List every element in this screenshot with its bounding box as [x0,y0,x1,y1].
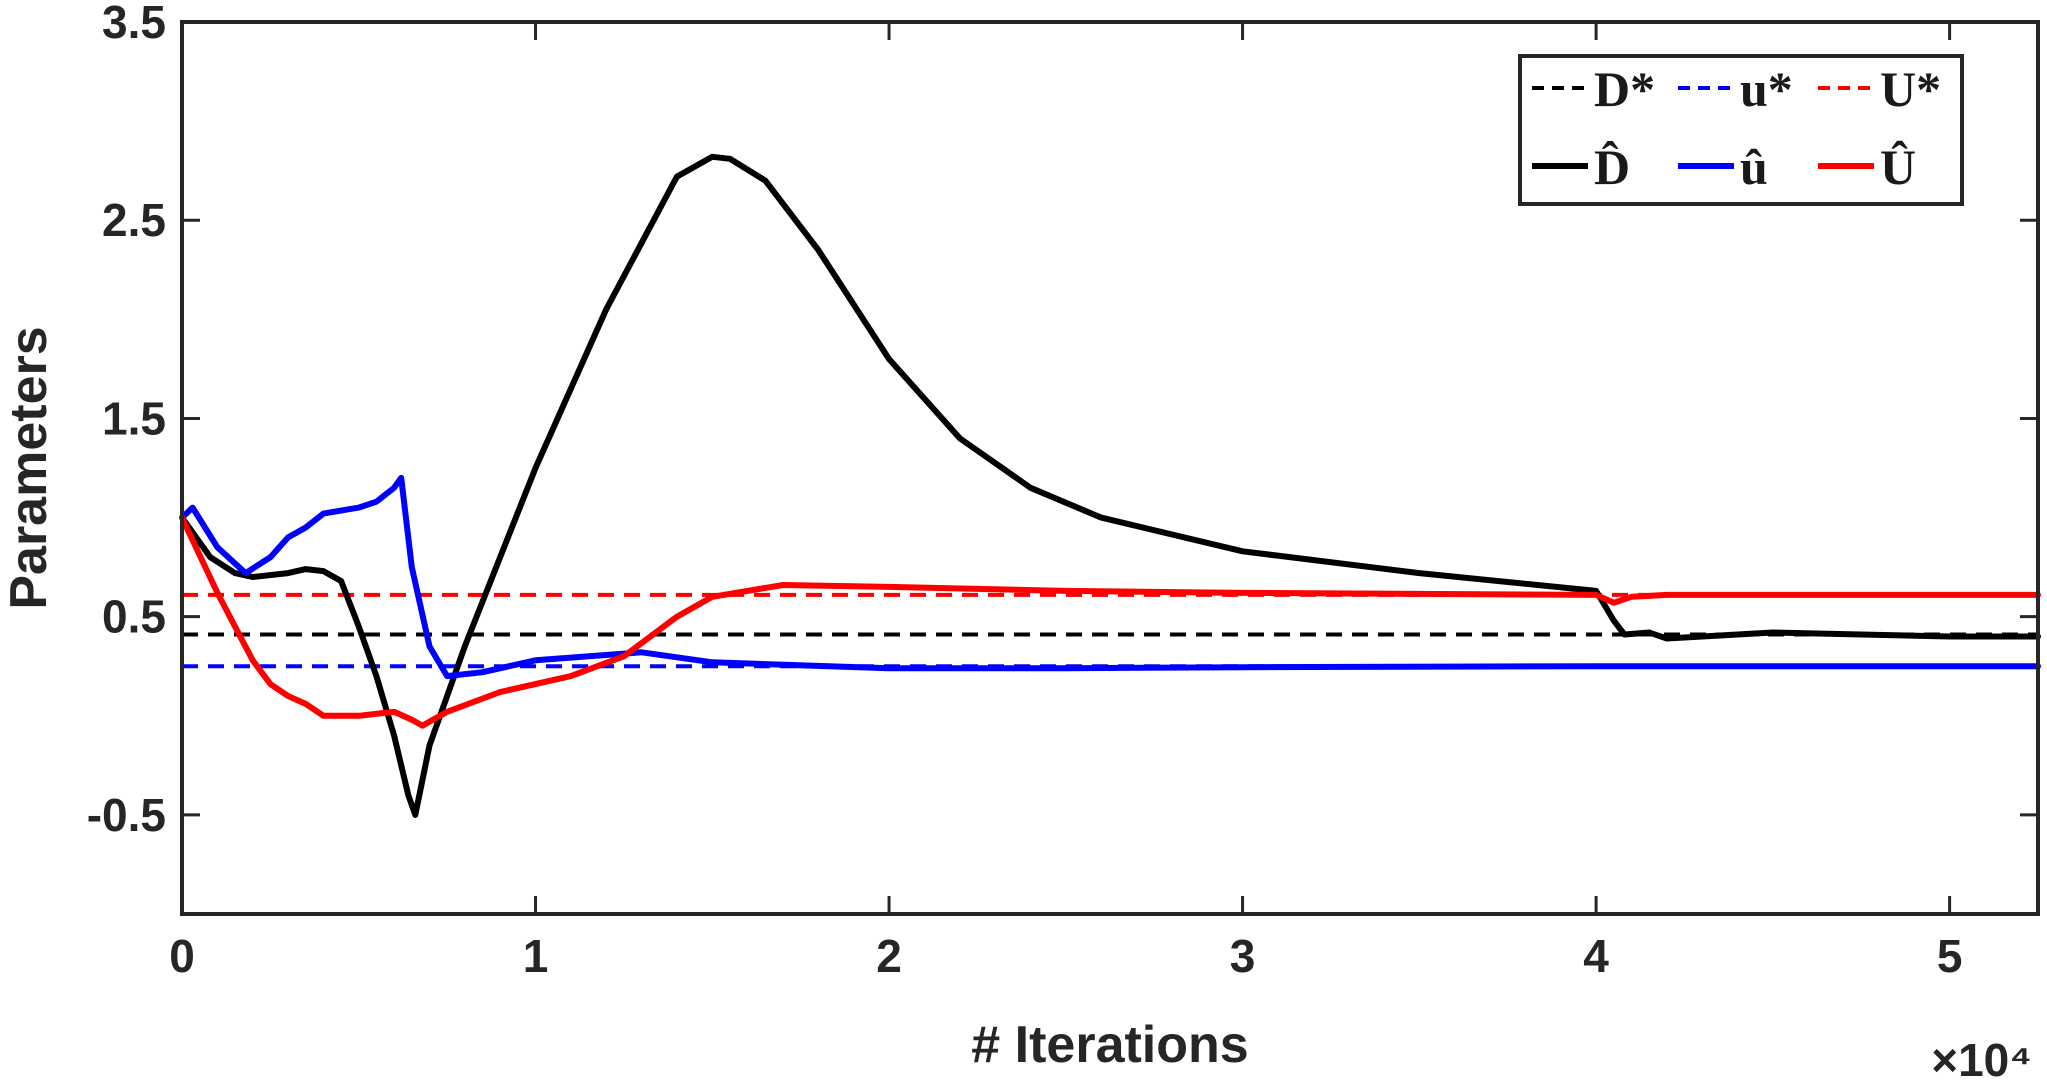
plot-frame [180,20,2040,916]
series-line-d-hat [179,153,2041,818]
y-tick-label: -0.5 [87,789,166,841]
y-axis-label: Parameters [0,326,58,609]
x-tick-label: 2 [876,930,902,982]
legend-box [1518,54,1964,206]
legend: D* u* U* D̂ û Û [1518,54,1964,206]
series-layer [179,153,2041,818]
legend-label: D̂ [1594,139,1630,195]
series-line-u-hat [179,474,2041,680]
x-tick-label: 4 [1583,930,1609,982]
legend-label: u* [1740,61,1793,117]
y-tick-label: 1.5 [102,392,166,444]
series-line-u-hat [179,514,2041,729]
x-tick-label: 3 [1230,930,1256,982]
legend-label: Û [1880,139,1916,195]
y-tick-label: 2.5 [102,194,166,246]
y-tick-label: 0.5 [102,591,166,643]
legend-label: U* [1880,61,1941,117]
legend-label: û [1740,139,1768,195]
axes-layer: 0 1 2 3 4 5 -0.5 0.5 1.5 2.5 3.5 [87,0,2038,982]
y-tick-label: 3.5 [102,0,166,48]
x-tick-label: 1 [523,930,549,982]
x-tick-label: 0 [169,930,195,982]
x-multiplier-label: ×10⁴ [1931,1034,2032,1084]
x-axis-label: # Iterations [971,1016,1248,1074]
legend-label: D* [1594,61,1655,117]
x-tick-label: 5 [1937,930,1963,982]
